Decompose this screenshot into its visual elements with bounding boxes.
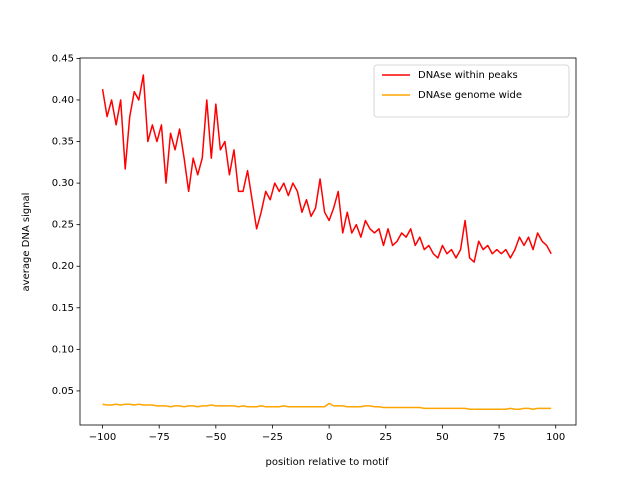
x-axis-label: position relative to motif (266, 457, 389, 468)
x-tick-label: 100 (546, 432, 565, 443)
y-tick-label: 0.35 (52, 137, 74, 148)
x-tick-label: −50 (205, 432, 226, 443)
x-tick-label: −75 (149, 432, 170, 443)
axes-frame (79, 57, 577, 426)
y-tick-label: 0.40 (52, 95, 74, 106)
line (102, 402, 552, 410)
legend-label: DNAse genome wide (418, 90, 522, 101)
x-tick-label: 50 (436, 432, 449, 443)
y-tick-label: 0.20 (52, 261, 74, 272)
y-axis-label: average DNA signal (21, 193, 32, 292)
legend-box (373, 64, 570, 118)
y-tick-label: 0.45 (52, 53, 74, 64)
x-tick-label: 75 (493, 432, 506, 443)
x-tick-label: 25 (379, 432, 392, 443)
y-tick-label: 0.30 (52, 178, 74, 189)
y-tick-label: 0.05 (52, 386, 74, 397)
x-tick-label: 0 (326, 432, 332, 443)
x-tick-label: −25 (262, 432, 283, 443)
x-tick-label: −100 (89, 432, 116, 443)
y-tick-label: 0.25 (52, 220, 74, 231)
y-tick-label: 0.10 (52, 344, 74, 355)
legend-label: DNAse within peaks (418, 70, 518, 81)
y-tick-label: 0.15 (52, 303, 74, 314)
line (101, 74, 552, 263)
